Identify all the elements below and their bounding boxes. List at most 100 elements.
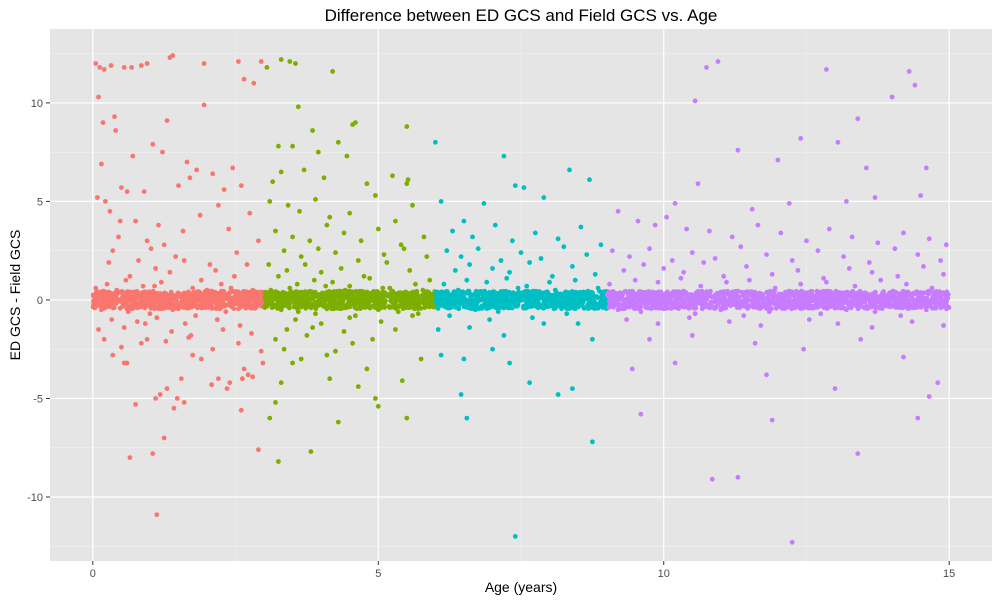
- data-point: [241, 366, 247, 372]
- band-point: [295, 298, 301, 304]
- band-point: [210, 295, 216, 300]
- band-point: [456, 293, 462, 298]
- data-point: [268, 287, 274, 293]
- band-point: [415, 302, 421, 308]
- band-point: [581, 305, 587, 311]
- data-point: [655, 321, 661, 326]
- band-point: [885, 298, 891, 304]
- data-point: [858, 336, 864, 342]
- band-point: [134, 305, 140, 310]
- data-point: [692, 311, 698, 317]
- band-point: [490, 289, 496, 295]
- data-point: [253, 305, 258, 311]
- band-point: [856, 300, 862, 306]
- band-point: [504, 296, 509, 302]
- data-point: [347, 210, 353, 216]
- data-point: [116, 234, 121, 240]
- data-point: [342, 287, 348, 293]
- band-point: [166, 296, 172, 302]
- data-point: [410, 202, 415, 208]
- band-point: [752, 289, 758, 295]
- band-point: [461, 304, 467, 310]
- data-point: [798, 281, 804, 287]
- data-point: [841, 254, 846, 259]
- band-point: [382, 305, 387, 310]
- data-point: [490, 346, 495, 352]
- data-point: [661, 266, 667, 271]
- band-point: [512, 300, 518, 306]
- x-axis-title: Age (years): [485, 579, 557, 595]
- data-point: [438, 352, 444, 358]
- band-point: [316, 297, 322, 303]
- data-point: [590, 439, 595, 445]
- band-point: [526, 294, 532, 300]
- data-point: [218, 281, 224, 287]
- data-point: [264, 65, 270, 70]
- band-point: [775, 300, 781, 306]
- band-point: [151, 300, 157, 306]
- data-point: [789, 258, 795, 263]
- band-point: [371, 289, 376, 294]
- data-point: [133, 402, 139, 407]
- data-point: [127, 455, 133, 460]
- band-point: [460, 289, 466, 295]
- band-point: [252, 300, 258, 305]
- band-point: [782, 306, 787, 311]
- band-point: [501, 305, 506, 311]
- data-point: [572, 277, 578, 283]
- band-point: [650, 289, 655, 295]
- data-point: [455, 287, 461, 293]
- data-point: [174, 396, 180, 401]
- data-point: [237, 323, 243, 328]
- band-point: [681, 296, 687, 302]
- data-point: [458, 392, 464, 397]
- data-point: [420, 287, 426, 293]
- band-point: [640, 299, 646, 305]
- band-point: [709, 303, 715, 309]
- data-point: [427, 277, 433, 283]
- data-point: [609, 248, 615, 254]
- data-point: [404, 124, 410, 129]
- data-point: [641, 262, 647, 267]
- data-point: [766, 309, 772, 315]
- band-point: [224, 302, 229, 308]
- data-point: [363, 291, 369, 297]
- band-point: [568, 304, 574, 309]
- data-point: [824, 67, 829, 72]
- data-point: [578, 224, 584, 230]
- data-point: [108, 63, 114, 68]
- data-point: [293, 61, 298, 66]
- band-point: [927, 300, 933, 306]
- band-point: [613, 291, 619, 297]
- band-point: [491, 303, 497, 309]
- data-point: [764, 372, 769, 378]
- data-point: [347, 315, 353, 321]
- band-point: [783, 289, 788, 295]
- data-point: [323, 283, 329, 289]
- band-point: [128, 304, 134, 310]
- band-point: [275, 302, 281, 308]
- data-point: [142, 321, 148, 326]
- band-point: [676, 297, 682, 302]
- data-point: [729, 234, 735, 240]
- band-point: [507, 303, 513, 309]
- data-point: [236, 340, 241, 346]
- data-point: [587, 177, 592, 183]
- data-point: [721, 273, 727, 279]
- band-point: [468, 294, 473, 299]
- data-point: [864, 165, 869, 171]
- band-point: [310, 303, 316, 309]
- data-point: [435, 327, 441, 332]
- data-point: [467, 325, 472, 330]
- band-point: [101, 303, 107, 309]
- data-point: [872, 195, 878, 200]
- band-point: [765, 303, 771, 309]
- band-point: [814, 291, 820, 297]
- x-tick-label: 15: [943, 568, 955, 580]
- data-point: [492, 222, 498, 228]
- data-point: [104, 281, 110, 287]
- data-point: [344, 153, 350, 159]
- data-point: [315, 149, 321, 155]
- band-point: [728, 303, 733, 309]
- band-point: [658, 297, 664, 303]
